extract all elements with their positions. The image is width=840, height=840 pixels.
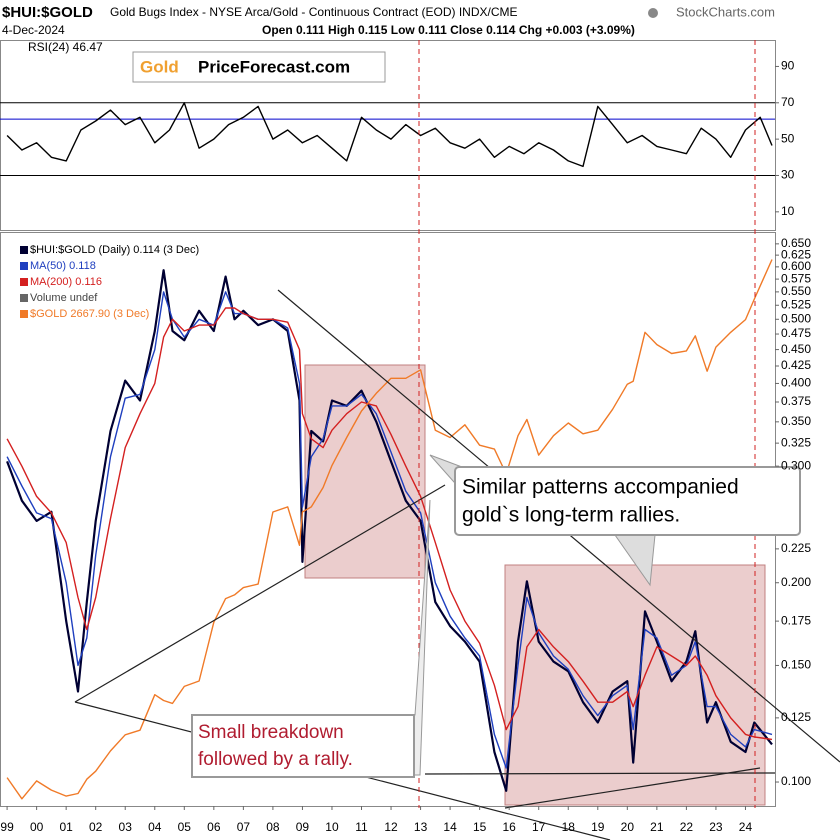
y-tick-label: 0.325 [781, 435, 811, 449]
legend-label: MA(200) 0.116 [30, 276, 102, 288]
legend-swatch [20, 278, 28, 286]
y-tick-label: 50 [781, 131, 795, 145]
x-tick-label: 02 [89, 820, 103, 834]
series-line [6, 102, 773, 168]
x-tick-label: 14 [443, 820, 457, 834]
y-tick-label: 0.225 [781, 541, 811, 555]
legend-swatch [20, 310, 28, 318]
y-tick-label: 70 [781, 95, 795, 109]
x-tick-label: 15 [473, 820, 487, 834]
y-tick-label: 0.550 [781, 284, 811, 298]
y-tick-label: 0.500 [781, 311, 811, 325]
x-tick-label: 09 [296, 820, 310, 834]
y-tick-label: 0.475 [781, 326, 811, 340]
trendline [424, 772, 776, 775]
legend-label: $GOLD 2667.90 (3 Dec) [30, 308, 149, 320]
x-tick-label: 19 [591, 820, 605, 834]
y-tick-label: 0.125 [781, 710, 811, 724]
series-line [6, 291, 773, 769]
y-tick-label: 0.150 [781, 658, 811, 672]
x-tick-label: 13 [414, 820, 428, 834]
legend-swatch [20, 262, 28, 270]
annotation-box [191, 714, 415, 778]
y-tick-label: 90 [781, 59, 795, 73]
x-tick-label: 21 [650, 820, 664, 834]
legend-swatch [20, 294, 28, 302]
series-line [6, 259, 773, 800]
legend-swatch [20, 246, 28, 254]
plot-layer [0, 102, 775, 800]
x-tick-label: 05 [178, 820, 192, 834]
y-tick-label: 0.375 [781, 394, 811, 408]
pattern-zone [504, 564, 766, 806]
y-tick-label: 0.625 [781, 247, 811, 261]
x-tick-label: 07 [237, 820, 251, 834]
x-tick-label: 20 [621, 820, 635, 834]
y-tick-label: 0.525 [781, 297, 811, 311]
series-line [6, 269, 773, 792]
logo-gold: Gold [140, 57, 179, 76]
description: Gold Bugs Index - NYSE Arca/Gold - Conti… [110, 5, 517, 19]
y-tick-label: 0.425 [781, 358, 811, 372]
y-tick-label: 30 [781, 168, 795, 182]
y-tick-label: 0.100 [781, 774, 811, 788]
y-tick-label: 0.650 [781, 236, 811, 250]
x-tick-label: 08 [266, 820, 280, 834]
x-tick-label: 24 [739, 820, 753, 834]
date: 4-Dec-2024 [2, 23, 65, 37]
x-tick-label: 12 [384, 820, 398, 834]
rsi-panel [0, 40, 776, 231]
y-tick-label: 0.175 [781, 613, 811, 627]
x-tick-label: 23 [709, 820, 723, 834]
y-tick-label: 0.450 [781, 342, 811, 356]
source: StockCharts.com [676, 4, 775, 19]
trendline [504, 767, 761, 809]
y-tick-label: 0.350 [781, 414, 811, 428]
y-tick-label: 0.300 [781, 458, 811, 472]
rsi-title: RSI(24) 46.47 [28, 40, 103, 54]
x-tick-label: 01 [59, 820, 73, 834]
x-tick-label: 06 [207, 820, 221, 834]
symbol: $HUI:$GOLD [2, 4, 93, 21]
y-tick-label: 10 [781, 204, 795, 218]
x-tick-label: 11 [355, 820, 368, 834]
annotation: Small breakdown [198, 722, 344, 743]
y-tick-label: 0.200 [781, 575, 811, 589]
source-icon [648, 8, 658, 18]
x-tick-label: 99 [0, 820, 14, 834]
y-tick-label: 0.600 [781, 259, 811, 273]
axes: 10 30 50 70 90 0.100 0.125 0.150 0.175 0.200 0.225… [0, 59, 811, 835]
logo-text: PriceForecast.com [198, 57, 350, 76]
x-tick-label: 16 [503, 820, 517, 834]
legend-label: MA(50) 0.118 [30, 260, 96, 272]
annotation: followed by a rally. [198, 749, 353, 770]
legend-label: Volume undef [30, 292, 98, 304]
x-tick-label: 00 [30, 820, 44, 834]
annotation: gold`s long-term rallies. [462, 504, 680, 527]
annotation-box [454, 466, 801, 536]
x-tick-label: 18 [562, 820, 576, 834]
x-tick-label: 10 [325, 820, 339, 834]
y-tick-label: 0.400 [781, 376, 811, 390]
quote: Open 0.111 High 0.115 Low 0.111 Close 0.… [262, 23, 635, 37]
x-tick-label: 22 [680, 820, 694, 834]
x-tick-label: 17 [532, 820, 546, 834]
y-tick-label: 0.575 [781, 271, 811, 285]
annotation: Similar patterns accompanied [462, 476, 739, 499]
legend: $HUI:$GOLD (Daily) 0.114 (3 Dec) MA(50) 0… [20, 244, 199, 320]
x-tick-label: 03 [119, 820, 133, 834]
legend-label: $HUI:$GOLD (Daily) 0.114 (3 Dec) [30, 244, 199, 256]
trendline [74, 484, 446, 703]
x-tick-label: 04 [148, 820, 162, 834]
logo-box [132, 51, 386, 83]
series-line [6, 307, 773, 741]
